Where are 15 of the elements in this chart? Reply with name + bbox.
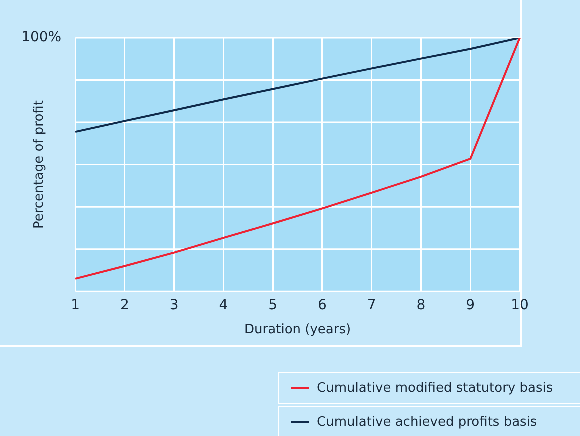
y-axis-title: Percentage of profit xyxy=(32,100,48,230)
x-tick-label: 5 xyxy=(268,298,278,314)
x-tick-label: 9 xyxy=(466,298,476,314)
x-tick-label: 1 xyxy=(71,298,80,314)
legend-label: Cumulative achieved profits basis xyxy=(317,414,538,430)
x-tick-label: 6 xyxy=(318,298,328,314)
text: 100% xyxy=(22,30,62,46)
legend-label: Cumulative modified statutory basis xyxy=(317,380,554,396)
x-tick-label: 2 xyxy=(120,298,130,314)
x-tick-label: 4 xyxy=(219,298,228,314)
x-tick-label: 7 xyxy=(367,298,376,314)
x-tick-label: 10 xyxy=(511,298,529,314)
x-tick-label: 8 xyxy=(416,298,426,314)
x-tick-label: 3 xyxy=(170,298,179,314)
x-axis-title: Duration (years) xyxy=(244,322,352,338)
